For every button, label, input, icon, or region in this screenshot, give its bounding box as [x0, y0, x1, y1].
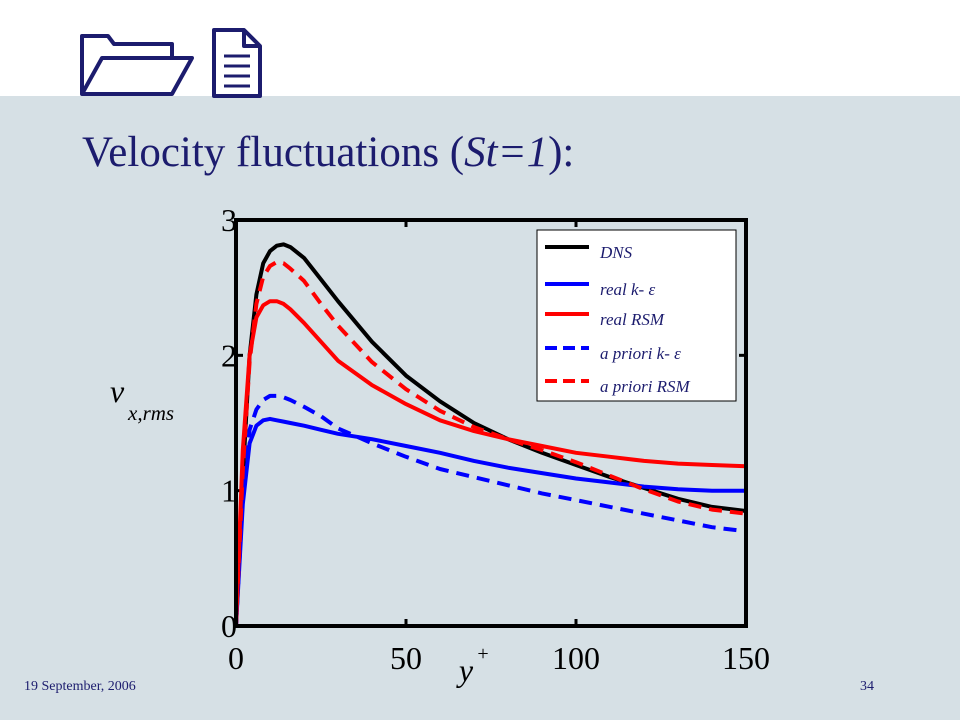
slide-background — [0, 96, 960, 720]
legend-label: real RSM — [600, 310, 665, 329]
title-italic: St=1 — [464, 129, 549, 176]
y-axis-label-subscript: x,rms — [127, 401, 174, 425]
folder-icon — [80, 34, 194, 96]
slide-title: Velocity fluctuations (St=1): — [82, 128, 574, 177]
legend: DNS real k- ε real RSM a priori k- ε a prior… — [536, 229, 737, 402]
footer-date: 19 September, 2006 — [24, 679, 136, 694]
x-tick-label: 0 — [228, 640, 244, 676]
title-suffix: ): — [548, 129, 575, 176]
x-tick-label: 150 — [722, 640, 770, 676]
y-tick-label: 0 — [221, 608, 237, 644]
logo — [80, 28, 262, 98]
page-number: 34 — [860, 679, 874, 694]
legend-label: a priori k- ε — [600, 344, 681, 363]
x-tick-label: 50 — [390, 640, 422, 676]
series-lines — [234, 242, 747, 627]
legend-items: DNS real k- ε real RSM a priori k- ε a prior… — [545, 243, 691, 396]
x-tick-labels: 0 50 100 150 — [228, 640, 770, 676]
document-icon — [212, 28, 262, 98]
series-line-4 — [234, 260, 747, 627]
plot-frame — [234, 218, 748, 628]
title-prefix: Velocity fluctuations ( — [82, 129, 465, 176]
y-tick-label: 2 — [221, 337, 237, 373]
y-tick-labels: 0 1 2 3 — [221, 202, 237, 644]
y-tick-label: 1 — [221, 473, 237, 509]
x-tick-label: 100 — [552, 640, 600, 676]
y-axis-label: v — [110, 373, 125, 409]
legend-label: DNS — [599, 243, 633, 262]
legend-label: a priori RSM — [600, 377, 691, 396]
x-axis-label: y — [456, 652, 474, 688]
series-line-2 — [234, 299, 747, 627]
series-line-1 — [234, 416, 746, 627]
legend-label: real k- ε — [600, 280, 655, 299]
y-tick-label: 3 — [221, 202, 237, 238]
x-axis-label-superscript: + — [477, 643, 488, 665]
